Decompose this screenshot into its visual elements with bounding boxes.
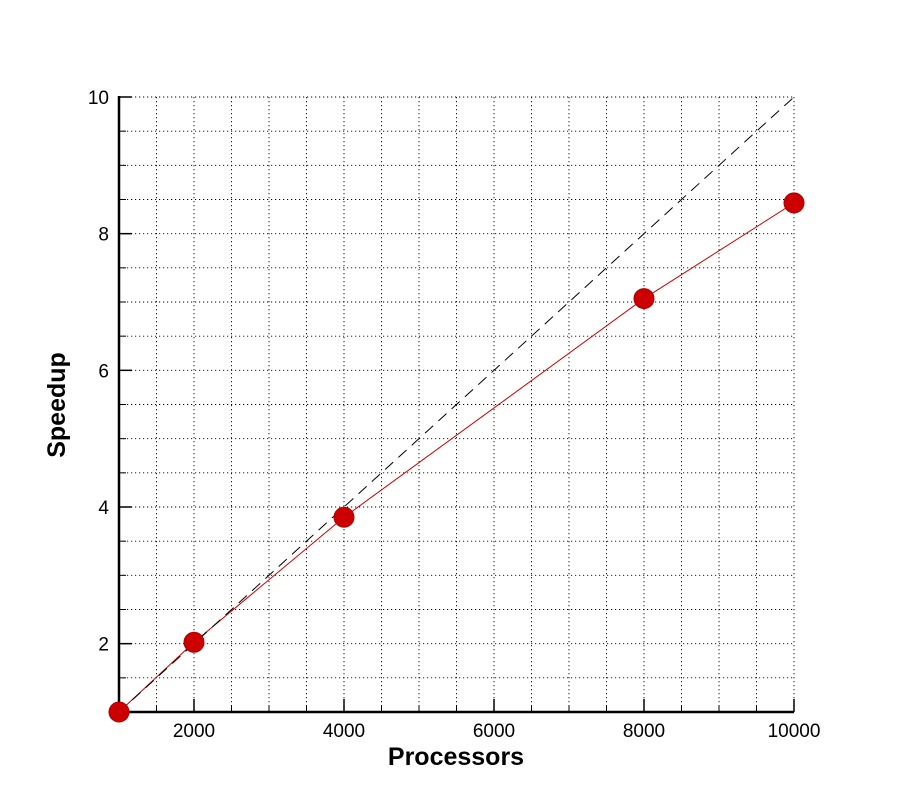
data-point-marker	[108, 701, 130, 723]
x-tick-label: 8000	[623, 721, 665, 742]
y-tick-label: 10	[88, 88, 109, 109]
markers-group	[108, 192, 805, 723]
ideal-speedup-line	[118, 96, 795, 713]
data-point-marker	[783, 192, 805, 214]
data-point-marker	[633, 288, 655, 310]
data-point-marker	[333, 506, 355, 528]
x-tick-label: 4000	[323, 721, 365, 742]
x-axis-title: Processors	[388, 743, 524, 771]
x-tick-label: 6000	[473, 721, 515, 742]
x-tick-label: 2000	[173, 721, 215, 742]
y-axis-title: Speedup	[43, 352, 71, 458]
tick-labels: 2000 4000 6000 8000 10000 2 4 6 8 10	[88, 88, 821, 742]
y-tick-label: 6	[98, 361, 109, 382]
y-tick-label: 2	[98, 635, 109, 656]
grid-lines	[119, 96, 795, 712]
data-point-marker	[183, 631, 205, 653]
y-tick-label: 4	[98, 498, 109, 519]
y-tick-label: 8	[98, 225, 109, 246]
axes	[117, 96, 795, 714]
x-tick-label: 10000	[768, 721, 821, 742]
